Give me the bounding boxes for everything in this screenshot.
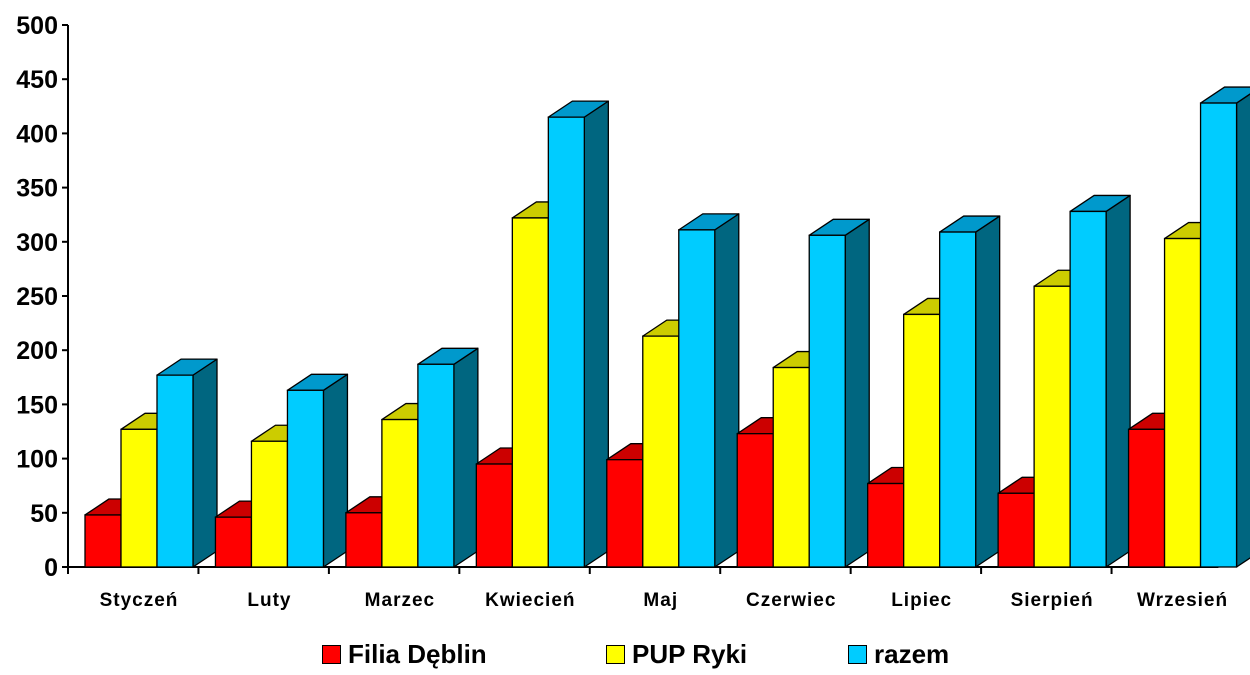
bar-razem-luty [286, 373, 349, 568]
x-tick-label-styczen: Styczeń [100, 590, 179, 611]
x-tick-label-sierpien: Sierpień [1011, 590, 1094, 611]
legend-swatch-razem [848, 644, 867, 664]
x-tick-label-czerwiec: Czerwiec [746, 590, 836, 611]
bars [84, 86, 1250, 568]
y-tick-label-200: 200 [16, 337, 58, 365]
category-labels: Styczeń Luty Marzec Kwiecień Maj Czerwiec Lipi… [100, 590, 1228, 611]
y-tick-label-350: 350 [16, 175, 58, 203]
x-tick-label-luty: Luty [247, 590, 291, 611]
legend-swatch-filia-deblin [322, 644, 341, 664]
y-tick-label-300: 300 [16, 229, 58, 257]
legend-label-filia-deblin: Filia Dęblin [348, 638, 487, 669]
y-tick-label-150: 150 [16, 391, 58, 419]
legend: Filia Dęblin PUP Ryki razem [0, 634, 1250, 674]
y-tick-label-100: 100 [16, 446, 58, 474]
legend-item-razem: razem [848, 634, 949, 674]
y-tick-label-400: 400 [16, 120, 58, 148]
legend-label-razem: razem [874, 638, 950, 669]
x-tick-label-wrzesien: Wrzesień [1137, 590, 1228, 611]
x-tick-label-kwiecien: Kwiecień [485, 590, 575, 611]
bar-razem-marzec [417, 347, 479, 568]
bar-razem-kwiecien [547, 100, 609, 568]
y-tick-label-500: 500 [16, 12, 58, 40]
bar-razem-styczen [156, 358, 218, 568]
bar-chart: 0 50 100 150 200 250 300 350 400 450 500 Styczeń Lu… [16, 12, 1250, 611]
y-tick-label-0: 0 [44, 554, 58, 582]
bar-razem-wrzesien [1199, 86, 1250, 568]
bar-razem-czerwiec [808, 218, 870, 568]
legend-item-filia-deblin: Filia Dęblin [322, 634, 487, 674]
bar-razem-maj [678, 213, 740, 568]
y-axis: 0 50 100 150 200 250 300 350 400 450 500 [16, 12, 69, 582]
y-tick-label-250: 250 [16, 283, 58, 311]
bar-razem-lipiec [939, 215, 1001, 568]
legend-swatch-pup-ryki [606, 644, 625, 664]
y-tick-label-50: 50 [30, 500, 58, 528]
x-tick-label-maj: Maj [643, 590, 678, 611]
x-tick-label-lipiec: Lipiec [891, 590, 952, 611]
x-tick-label-marzec: Marzec [365, 590, 435, 611]
y-tick-label-450: 450 [16, 66, 58, 94]
bar-razem-sierpien [1069, 194, 1131, 568]
legend-item-pup-ryki: PUP Ryki [606, 634, 747, 674]
legend-label-pup-ryki: PUP Ryki [632, 638, 748, 669]
